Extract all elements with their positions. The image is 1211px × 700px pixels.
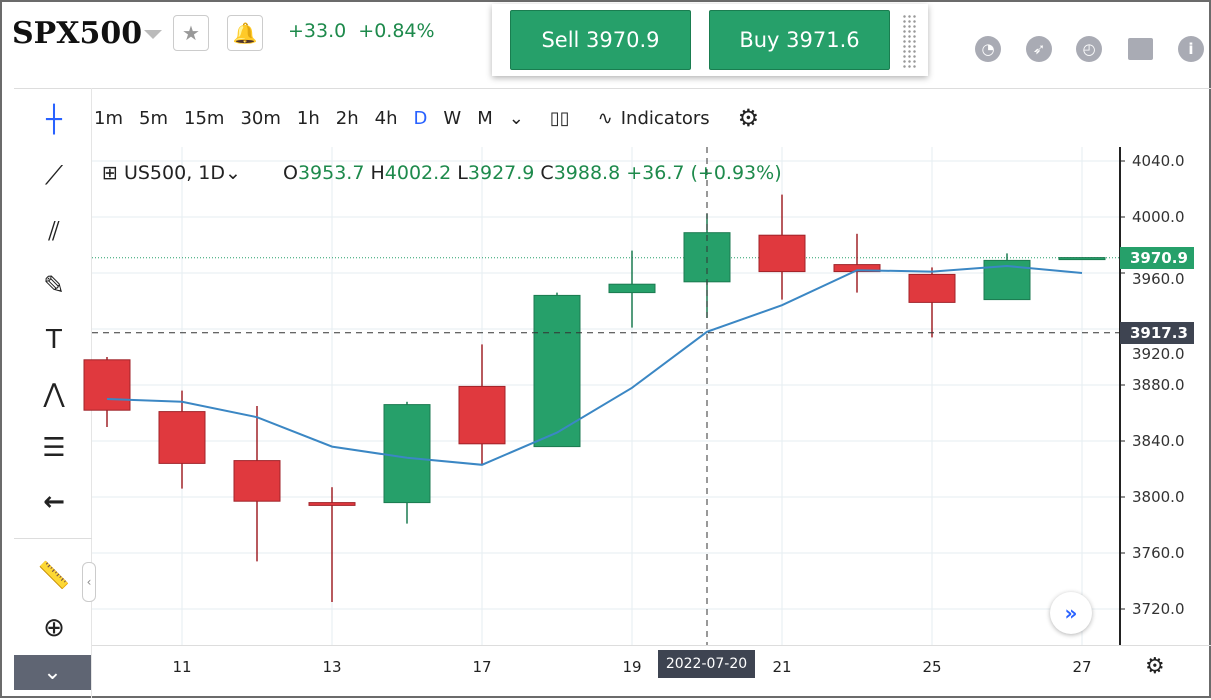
crosshair-icon[interactable]: ┼ xyxy=(46,105,62,135)
legend-toggle-icon[interactable]: ⊞ xyxy=(102,162,118,184)
candle-body xyxy=(908,273,956,303)
divider xyxy=(14,538,92,539)
legend-c-label: C xyxy=(540,162,554,184)
tf-D[interactable]: D xyxy=(413,107,428,129)
collapse-toolbar-button[interactable]: ‹ xyxy=(82,562,96,602)
zoom-in-icon[interactable]: ⊕ xyxy=(43,613,65,643)
legend-symbol[interactable]: US500, 1D xyxy=(123,162,225,184)
drag-handle-icon[interactable] xyxy=(902,14,916,70)
pattern-icon[interactable]: ⋀ xyxy=(43,379,65,409)
calendar-icon[interactable] xyxy=(1128,38,1153,60)
candle-body xyxy=(533,294,581,448)
y-tick-label: 3880.0 xyxy=(1132,376,1185,394)
legend-chevron-icon[interactable]: ⌄ xyxy=(225,162,241,184)
back-arrow-icon[interactable]: ← xyxy=(43,487,65,517)
axis-settings-gear-icon[interactable]: ⚙ xyxy=(1145,654,1165,679)
chart-legend: ⊞ US500, 1D⌄ O3953.7 H4002.2 L3927.9 C39… xyxy=(102,162,782,184)
settings-gear-icon[interactable]: ⚙ xyxy=(737,104,760,132)
legend-change: +36.7 (+0.93%) xyxy=(626,162,782,184)
sell-button[interactable]: Sell 3970.9 xyxy=(510,10,691,70)
tf-M[interactable]: M xyxy=(477,107,493,129)
legend-o-label: O xyxy=(282,162,298,184)
tf-30m[interactable]: 30m xyxy=(240,107,281,129)
x-tick-label: 17 xyxy=(472,658,492,676)
indicators-button[interactable]: Indicators xyxy=(620,107,710,129)
tf-2h[interactable]: 2h xyxy=(335,107,359,129)
x-tick-label: 21 xyxy=(772,658,792,676)
pitchfork-icon[interactable]: ⫽ xyxy=(48,216,60,247)
y-tick-label: 3920.0 xyxy=(1132,344,1185,363)
x-tick-label: 11 xyxy=(172,658,192,676)
tf-1h[interactable]: 1h xyxy=(296,107,320,129)
tf-15m[interactable]: 15m xyxy=(184,107,225,129)
indicators-icon[interactable]: ∿ xyxy=(597,107,613,129)
x-tick-label: 27 xyxy=(1072,658,1092,676)
legend-close: 3988.8 xyxy=(553,162,621,184)
tf-W[interactable]: W xyxy=(443,107,462,129)
x-axis-line xyxy=(92,645,1211,646)
brush-icon[interactable]: ✎ xyxy=(43,271,65,301)
buy-button[interactable]: Buy 3971.6 xyxy=(709,10,890,70)
measure-lines-icon[interactable]: ☰ xyxy=(42,433,66,463)
candle-body xyxy=(158,411,206,464)
chart-panel xyxy=(14,88,1211,698)
symbol-dropdown-icon[interactable] xyxy=(144,30,162,39)
candle-body xyxy=(608,283,656,294)
candles-icon[interactable]: ▯▯ xyxy=(549,107,570,129)
ruler-icon[interactable]: 📏 xyxy=(37,561,71,591)
tf-5m[interactable]: 5m xyxy=(139,107,168,129)
scroll-to-latest-button[interactable]: » xyxy=(1050,592,1092,634)
symbol-title[interactable]: SPX500 xyxy=(12,16,143,51)
candle-body xyxy=(1058,257,1106,261)
text-icon[interactable]: T xyxy=(46,325,62,355)
y-tick-label: 3720.0 xyxy=(1132,600,1185,618)
moving-average-line xyxy=(106,264,1083,466)
crosshair-price-label: 3917.3 xyxy=(1120,321,1194,344)
y-tick-label: 3840.0 xyxy=(1132,432,1185,450)
x-tick-label: 19 xyxy=(622,658,642,676)
legend-open: 3953.7 xyxy=(297,162,365,184)
change-value: +33.0 xyxy=(288,20,347,42)
trend-line-icon[interactable]: ⟋ xyxy=(44,160,64,191)
compass-icon[interactable]: ➶ xyxy=(1026,36,1052,62)
bell-icon[interactable]: 🔔 xyxy=(227,15,263,51)
timeframe-bar: 1m 5m 15m 30m 1h 2h 4h D W M ⌄ ▯▯ ∿ Indi… xyxy=(94,98,775,138)
x-tick-label: 25 xyxy=(922,658,942,676)
y-axis-line xyxy=(1119,147,1121,645)
pie-chart-icon[interactable]: ◔ xyxy=(975,36,1001,62)
tf-4h[interactable]: 4h xyxy=(374,107,398,129)
info-icon[interactable]: i xyxy=(1178,36,1204,62)
y-tick-label: 3960.0 xyxy=(1132,269,1185,288)
legend-high: 4002.2 xyxy=(384,162,452,184)
y-tick-label: 4000.0 xyxy=(1132,208,1185,226)
candle-body xyxy=(308,502,356,506)
gauge-icon[interactable]: ◴ xyxy=(1076,36,1102,62)
legend-l-label: L xyxy=(457,162,468,184)
drawing-toolbar: ┼ ⟋ ⫽ ✎ T ⋀ ☰ ← 📏 ⊕ xyxy=(14,88,92,698)
tf-more-chevron-icon[interactable]: ⌄ xyxy=(508,107,524,129)
x-tick-label: 13 xyxy=(322,658,342,676)
crosshair-date-label: 2022-07-20 xyxy=(658,650,755,678)
candle-body xyxy=(458,385,506,445)
price-change: +33.0 +0.84% xyxy=(288,20,435,42)
y-tick-label: 4040.0 xyxy=(1132,152,1185,170)
legend-h-label: H xyxy=(370,162,385,184)
candle-body xyxy=(233,460,281,502)
y-tick-label: 3800.0 xyxy=(1132,488,1185,506)
last-price-label: 3970.9 xyxy=(1120,246,1194,269)
y-tick-label: 3760.0 xyxy=(1132,544,1185,562)
candle-body xyxy=(833,264,881,273)
star-icon[interactable]: ★ xyxy=(173,15,209,51)
candle-body xyxy=(758,234,806,273)
legend-low: 3927.9 xyxy=(467,162,535,184)
chevron-down-icon[interactable]: ⌄ xyxy=(14,655,91,690)
candle-body xyxy=(83,359,131,411)
tf-1m[interactable]: 1m xyxy=(94,107,123,129)
candle-body xyxy=(383,404,431,504)
trade-panel: Sell 3970.9 Buy 3971.6 xyxy=(492,4,928,76)
change-percent: +0.84% xyxy=(358,20,435,42)
